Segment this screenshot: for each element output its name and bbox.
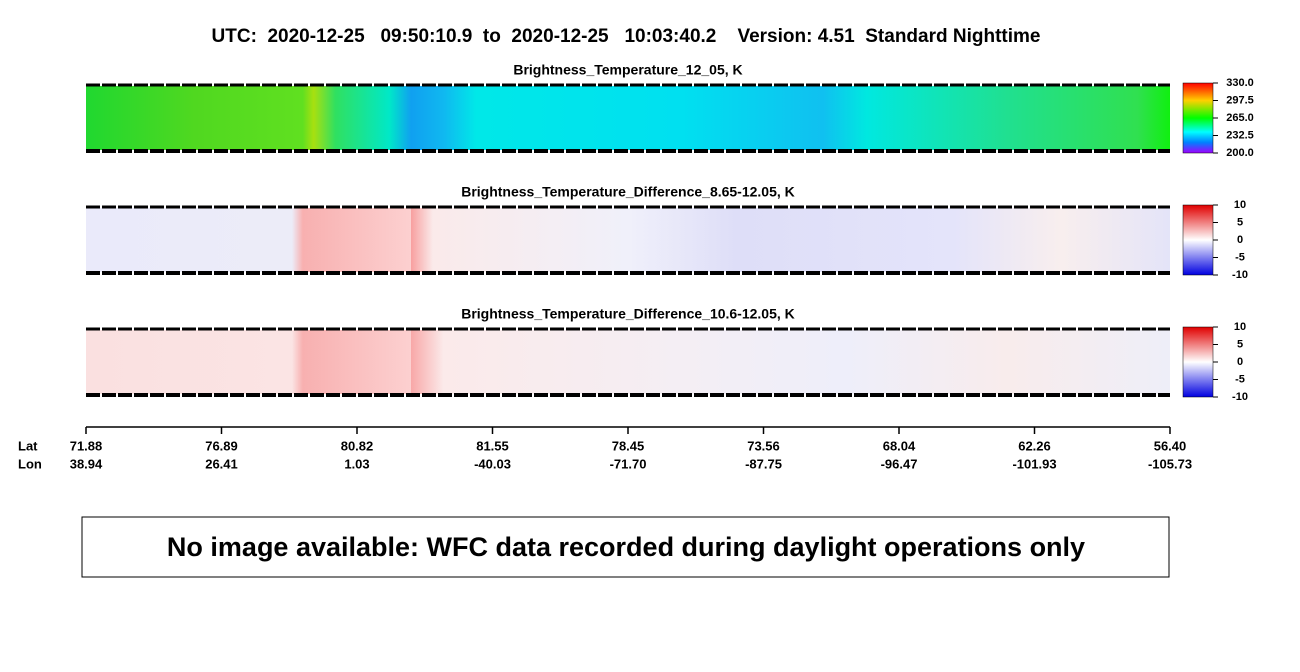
colorbar-label: 297.5 [1226,94,1254,106]
panel-title: Brightness_Temperature_Difference_10.6-1… [461,306,795,322]
lat-value: 71.88 [70,438,103,453]
colorbar-label: 0 [1237,234,1243,246]
colorbar-label: -5 [1235,373,1245,385]
message-box [81,516,1170,578]
lon-value: -96.47 [881,456,918,471]
title: UTC: 2020-12-25 09:50:10.9 to 2020-12-25… [212,26,1041,47]
panel-image [86,330,1170,394]
colorbar [1182,326,1214,398]
colorbar-label: -5 [1235,251,1245,263]
lon-value: -105.73 [1148,456,1192,471]
colorbar-label: 10 [1234,321,1246,333]
lat-value: 56.40 [1154,438,1187,453]
colorbar-label: 5 [1237,216,1243,228]
lat-value: 80.82 [341,438,374,453]
panel-image [86,208,1170,272]
lat-label: Lat [18,438,38,453]
colorbar [1182,82,1214,154]
lon-value: 1.03 [344,456,369,471]
lon-value: -40.03 [474,456,511,471]
lon-value: -101.93 [1012,456,1056,471]
lon-value: -71.70 [610,456,647,471]
lon-value: 26.41 [205,456,238,471]
lat-value: 62.26 [1018,438,1051,453]
lon-value: 38.94 [70,456,103,471]
lat-value: 81.55 [476,438,509,453]
colorbar-label: 232.5 [1226,129,1254,141]
colorbar-label: -10 [1232,269,1248,281]
lat-value: 68.04 [883,438,916,453]
lat-value: 76.89 [205,438,238,453]
colorbar-label: 200.0 [1226,147,1254,159]
colorbar-label: 10 [1234,199,1246,211]
lon-value: -87.75 [745,456,782,471]
lat-value: 73.56 [747,438,780,453]
panel-image [86,86,1170,150]
colorbar-label: -10 [1232,391,1248,403]
colorbar-label: 5 [1237,338,1243,350]
colorbar-label: 265.0 [1226,112,1254,124]
lon-label: Lon [18,456,42,471]
panel-title: Brightness_Temperature_12_05, K [513,62,742,78]
colorbar-label: 0 [1237,356,1243,368]
panel-title: Brightness_Temperature_Difference_8.65-1… [461,184,795,200]
lat-value: 78.45 [612,438,645,453]
colorbar-label: 330.0 [1226,77,1254,89]
colorbar [1182,204,1214,276]
message: No image available: WFC data recorded du… [167,532,1085,562]
